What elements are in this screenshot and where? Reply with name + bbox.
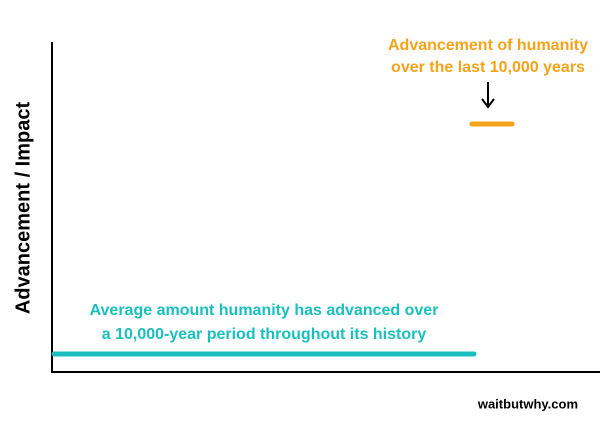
watermark: waitbutwhy.com [477,396,578,411]
axis-label: Advancement / Impact [12,102,34,315]
annotation: Advancement of humanity [388,37,588,54]
annotation: a 10,000-year period throughout its hist… [102,326,427,343]
annotation: over the last 10,000 years [391,59,585,76]
arrow-head [481,98,495,109]
annotation: Average amount humanity has advanced ove… [90,302,439,319]
